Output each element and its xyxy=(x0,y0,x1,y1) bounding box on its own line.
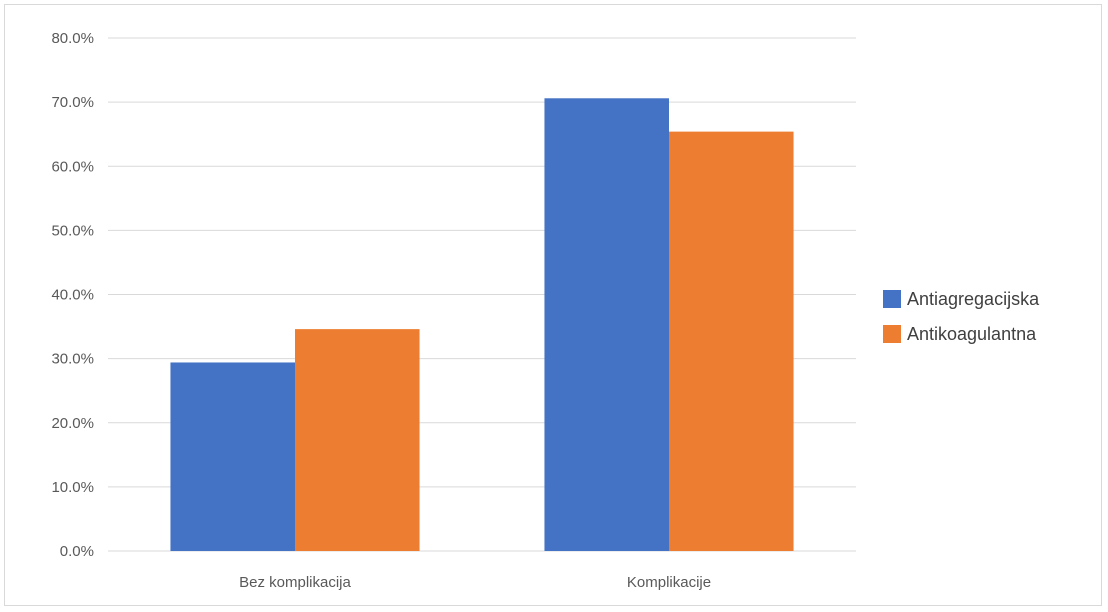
bar-antikoagulantna-0 xyxy=(295,329,420,551)
x-axis-category-labels: Bez komplikacija Komplikacije xyxy=(239,574,711,591)
x-tick-label: Bez komplikacija xyxy=(239,574,351,591)
legend-swatch xyxy=(883,325,901,343)
y-tick-label: 70.0% xyxy=(51,94,94,111)
bar-antiagregacijska-1 xyxy=(544,98,669,551)
legend-label: Antiagregacijska xyxy=(907,289,1040,309)
x-tick-label: Komplikacije xyxy=(627,574,711,591)
y-tick-label: 10.0% xyxy=(51,479,94,496)
legend: Antiagregacijska Antikoagulantna xyxy=(883,289,1040,344)
legend-swatch xyxy=(883,290,901,308)
bars xyxy=(170,98,794,551)
y-axis-tick-labels: 0.0% 10.0% 20.0% 30.0% 40.0% 50.0% 60.0% 70.0% 8… xyxy=(51,30,94,560)
y-tick-label: 0.0% xyxy=(60,543,94,560)
y-tick-label: 60.0% xyxy=(51,158,94,175)
y-tick-label: 40.0% xyxy=(51,287,94,304)
y-tick-label: 50.0% xyxy=(51,222,94,239)
bar-antikoagulantna-1 xyxy=(669,131,794,551)
y-tick-label: 80.0% xyxy=(51,30,94,47)
legend-label: Antikoagulantna xyxy=(907,324,1037,344)
y-tick-label: 20.0% xyxy=(51,415,94,432)
y-tick-label: 30.0% xyxy=(51,351,94,368)
bar-antiagregacijska-0 xyxy=(170,362,295,551)
